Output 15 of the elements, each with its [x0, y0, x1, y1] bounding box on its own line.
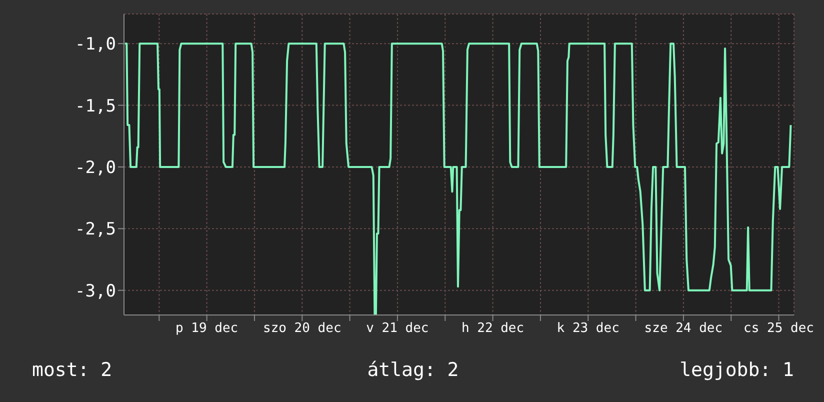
- text: legjobb: 1: [678, 359, 794, 381]
- x-tick-label: szo 20 dec: [263, 321, 342, 336]
- x-tick-label: k 23 dec: [556, 321, 620, 336]
- y-tick-label: -2,5: [75, 220, 116, 240]
- text: most: 2: [32, 359, 114, 381]
- x-tick-label: cs 25 dec: [744, 321, 814, 336]
- x-tick-label: v 21 dec: [366, 321, 429, 336]
- y-tick-label: -3,0: [75, 281, 116, 302]
- x-tick-label: p 19 dec: [176, 321, 238, 336]
- y-tick-label: -1,5: [75, 96, 116, 116]
- x-tick-label: sze 24 dec: [644, 321, 723, 336]
- x-tick-label: h 22 dec: [461, 321, 524, 336]
- text: átlag: 2: [366, 359, 460, 381]
- y-tick-label: -1,0: [75, 34, 116, 55]
- y-tick-label: -2,0: [75, 158, 116, 178]
